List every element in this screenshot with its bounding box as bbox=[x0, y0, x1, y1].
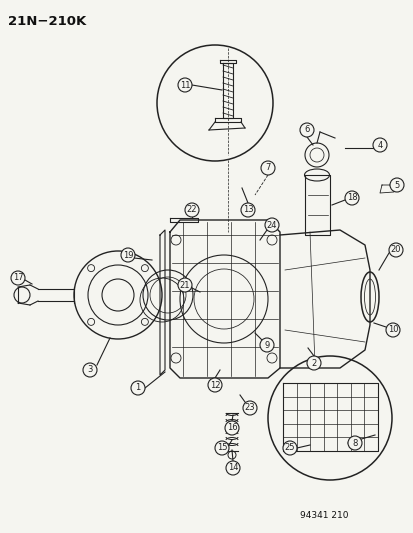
Circle shape bbox=[214, 441, 228, 455]
Circle shape bbox=[282, 441, 296, 455]
Text: 20: 20 bbox=[390, 246, 400, 254]
Text: 23: 23 bbox=[244, 403, 255, 413]
Circle shape bbox=[385, 323, 399, 337]
Text: 14: 14 bbox=[227, 464, 237, 472]
Text: 8: 8 bbox=[351, 439, 357, 448]
Text: 11: 11 bbox=[179, 80, 190, 90]
Circle shape bbox=[121, 248, 135, 262]
Circle shape bbox=[264, 218, 278, 232]
Circle shape bbox=[388, 243, 402, 257]
Bar bbox=[317, 391, 339, 401]
Bar bbox=[287, 425, 357, 437]
Text: 19: 19 bbox=[122, 251, 133, 260]
Text: 5: 5 bbox=[394, 181, 399, 190]
Circle shape bbox=[260, 161, 274, 175]
Bar bbox=[287, 391, 309, 401]
Text: 24: 24 bbox=[266, 221, 277, 230]
Circle shape bbox=[344, 191, 358, 205]
Bar bbox=[287, 408, 339, 418]
Text: 18: 18 bbox=[346, 193, 356, 203]
Text: 3: 3 bbox=[87, 366, 93, 375]
Text: 12: 12 bbox=[209, 381, 220, 390]
Circle shape bbox=[389, 178, 403, 192]
Text: 16: 16 bbox=[226, 424, 237, 432]
Circle shape bbox=[83, 363, 97, 377]
Circle shape bbox=[225, 461, 240, 475]
Circle shape bbox=[299, 123, 313, 137]
Text: 10: 10 bbox=[387, 326, 397, 335]
Circle shape bbox=[240, 203, 254, 217]
Circle shape bbox=[157, 45, 272, 161]
Text: 4: 4 bbox=[377, 141, 382, 149]
Text: 21N−210K: 21N−210K bbox=[8, 15, 86, 28]
Circle shape bbox=[207, 378, 221, 392]
Text: 94341 210: 94341 210 bbox=[299, 511, 348, 520]
Text: 2: 2 bbox=[311, 359, 316, 367]
Text: 17: 17 bbox=[13, 273, 23, 282]
Circle shape bbox=[11, 271, 25, 285]
Circle shape bbox=[259, 338, 273, 352]
Text: 1: 1 bbox=[135, 384, 140, 392]
Text: 7: 7 bbox=[265, 164, 270, 173]
Text: 6: 6 bbox=[304, 125, 309, 134]
Text: 15: 15 bbox=[216, 443, 227, 453]
Circle shape bbox=[267, 356, 391, 480]
Text: 13: 13 bbox=[242, 206, 253, 214]
Text: 22: 22 bbox=[186, 206, 197, 214]
Circle shape bbox=[347, 436, 361, 450]
Circle shape bbox=[178, 278, 192, 292]
Text: 25: 25 bbox=[284, 443, 294, 453]
Circle shape bbox=[185, 203, 199, 217]
Circle shape bbox=[224, 421, 238, 435]
Text: 21: 21 bbox=[179, 280, 190, 289]
Circle shape bbox=[242, 401, 256, 415]
Circle shape bbox=[131, 381, 145, 395]
Circle shape bbox=[372, 138, 386, 152]
Text: 9: 9 bbox=[264, 341, 269, 350]
Circle shape bbox=[306, 356, 320, 370]
Circle shape bbox=[178, 78, 192, 92]
